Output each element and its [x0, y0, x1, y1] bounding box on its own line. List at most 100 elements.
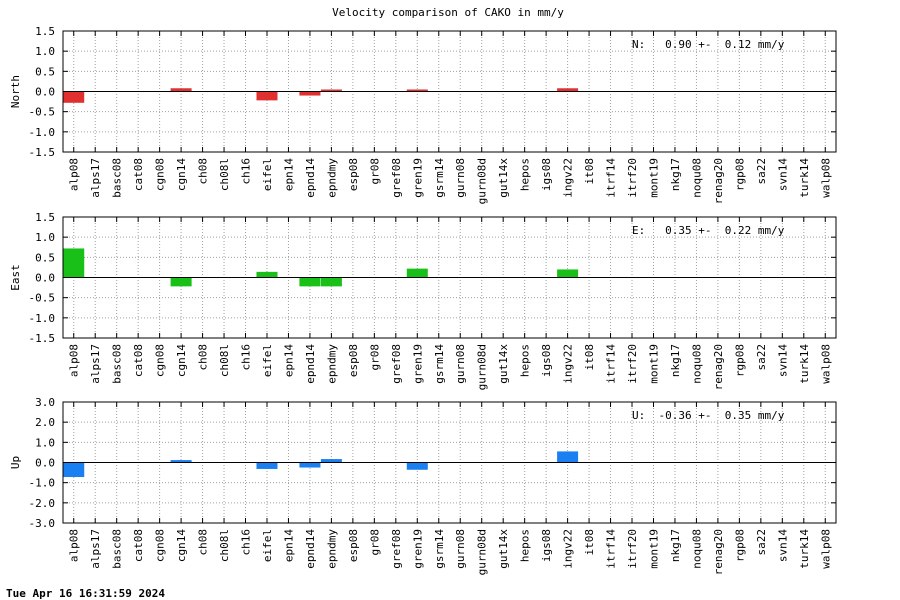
stat-annotation: E: 0.35 +- 0.22 mm/y — [632, 224, 785, 237]
x-tick-label: cat08 — [132, 529, 145, 562]
x-tick-label: mont19 — [647, 344, 660, 384]
x-tick-label: ch08 — [197, 344, 210, 371]
x-tick-label: alp08 — [68, 529, 81, 562]
x-tick-label: igs08 — [540, 158, 553, 191]
bar-gren19 — [406, 268, 428, 278]
x-tick-label: alps17 — [89, 158, 102, 198]
x-tick-label: alps17 — [89, 529, 102, 569]
x-tick-label: noqu08 — [690, 529, 703, 569]
bar-alp08 — [63, 248, 85, 278]
bar-ingv22 — [557, 88, 579, 92]
stat-annotation: U: -0.36 +- 0.35 mm/y — [632, 409, 785, 422]
x-tick-label: epnd14 — [304, 344, 317, 384]
x-tick-label: svn14 — [776, 158, 789, 191]
stat-annotation: N: 0.90 +- 0.12 mm/y — [632, 38, 785, 51]
y-tick-label: -1.0 — [29, 477, 56, 490]
x-tick-label: gsrm14 — [433, 529, 446, 569]
x-tick-label: alp08 — [68, 158, 81, 191]
x-tick-label: alps17 — [89, 344, 102, 384]
x-tick-label: gurn08 — [454, 529, 467, 569]
x-tick-label: noqu08 — [690, 158, 703, 198]
x-tick-label: turk14 — [798, 158, 811, 198]
x-tick-label: epndmy — [325, 158, 338, 198]
x-tick-label: walp08 — [819, 158, 832, 198]
x-tick-label: itrf20 — [626, 158, 639, 198]
x-tick-label: igs08 — [540, 529, 553, 562]
x-tick-label: itrf20 — [626, 344, 639, 384]
y-tick-label: 0.5 — [35, 251, 55, 264]
x-tick-label: igs08 — [540, 344, 553, 377]
x-tick-label: ch16 — [240, 344, 253, 371]
plot-frame — [62, 216, 837, 339]
x-tick-label: cgn14 — [175, 344, 188, 377]
x-tick-label: noqu08 — [690, 344, 703, 384]
bar-cgn14 — [170, 88, 192, 92]
x-tick-label: ingv22 — [562, 344, 575, 384]
bar-alp08 — [63, 91, 85, 103]
x-tick-label: nkg17 — [669, 529, 682, 562]
y-axis-label: North — [9, 75, 22, 108]
x-tick-label: gurn08 — [454, 344, 467, 384]
x-tick-label: cgn14 — [175, 529, 188, 562]
x-tick-label: ch08l — [218, 344, 231, 377]
timestamp-footer: Tue Apr 16 16:31:59 2024 — [6, 587, 165, 600]
x-tick-label: gren19 — [411, 158, 424, 198]
x-tick-label: rgp08 — [733, 529, 746, 562]
bar-epnd14 — [299, 91, 321, 96]
x-tick-label: gurn08d — [476, 344, 489, 390]
x-tick-label: cgn08 — [154, 344, 167, 377]
chart-title: Velocity comparison of CAKO in mm/y — [332, 6, 564, 19]
x-tick-label: hepos — [519, 344, 532, 377]
y-axis-label: East — [9, 264, 22, 291]
x-tick-label: ch08 — [197, 529, 210, 556]
panel-east: 1.5 1.0 0.5 0.0 -0.5 -1.0 -1.5 E: 0.35 +- 0.22 … — [9, 211, 837, 390]
x-tick-label: walp08 — [819, 344, 832, 384]
x-tick-label: hepos — [519, 529, 532, 562]
bar-gren19 — [406, 89, 428, 92]
x-tick-label: renag20 — [712, 158, 725, 204]
x-tick-label: ch08 — [197, 158, 210, 185]
bar-eifel — [256, 91, 278, 101]
bar-epndmy — [320, 277, 342, 287]
y-tick-label: -2.0 — [29, 497, 56, 510]
x-tick-label: gref08 — [390, 158, 403, 198]
x-tick-label: epnd14 — [304, 158, 317, 198]
bar-epndmy — [320, 459, 342, 463]
x-tick-label: ch16 — [240, 158, 253, 185]
x-tick-label: ch08l — [218, 529, 231, 562]
x-tick-label: svn14 — [776, 344, 789, 377]
x-tick-label: epn14 — [282, 158, 295, 191]
y-tick-label: 1.0 — [35, 436, 55, 449]
panel-north: 1.5 1.0 0.5 0.0 -0.5 -1.0 -1.5 N: 0.90 +- 0.12 … — [9, 25, 837, 204]
x-tick-label: gsrm14 — [433, 158, 446, 198]
y-tick-label: 1.0 — [35, 231, 55, 244]
y-tick-label: 1.5 — [35, 25, 55, 38]
x-tick-label: basc08 — [111, 158, 124, 198]
x-tick-label: esp08 — [347, 158, 360, 191]
x-tick-label: gr08 — [368, 158, 381, 185]
x-tick-label: nkg17 — [669, 158, 682, 191]
bar-epnd14 — [299, 277, 321, 287]
x-tick-label: eifel — [261, 529, 274, 562]
panel-up: 3.0 2.0 1.0 0.0 -1.0 -2.0 -3.0 U: -0.36 +- 0.35… — [9, 396, 837, 575]
x-tick-label: mont19 — [647, 158, 660, 198]
x-tick-label: epndmy — [325, 529, 338, 569]
x-tick-label: mont19 — [647, 529, 660, 569]
plot-frame — [62, 30, 837, 153]
x-tick-label: epn14 — [282, 529, 295, 562]
y-tick-label: -1.0 — [29, 312, 56, 325]
x-tick-label: cat08 — [132, 344, 145, 377]
x-tick-label: epnd14 — [304, 529, 317, 569]
y-tick-label: 0.5 — [35, 65, 55, 78]
x-tick-label: cgn14 — [175, 158, 188, 191]
x-tick-label: epn14 — [282, 344, 295, 377]
y-tick-label: -0.5 — [29, 292, 56, 305]
x-tick-label: it08 — [583, 344, 596, 371]
bar-cgn14 — [170, 277, 192, 287]
y-tick-label: 1.5 — [35, 211, 55, 224]
x-tick-label: itrf20 — [626, 529, 639, 569]
x-tick-label: cgn08 — [154, 529, 167, 562]
y-tick-label: -1.5 — [29, 146, 56, 159]
x-tick-label: gref08 — [390, 344, 403, 384]
